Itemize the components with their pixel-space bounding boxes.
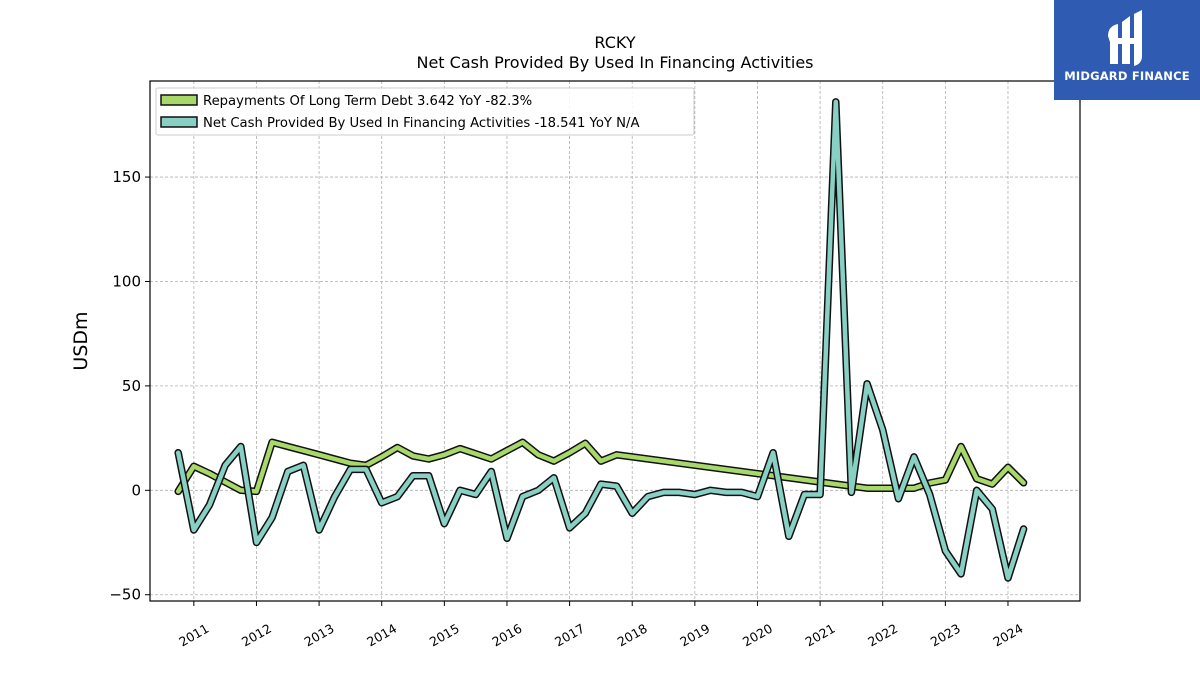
brand-logo: MIDGARD FINANCE [1054,0,1200,100]
brand-mark-icon [1108,10,1142,66]
x-tick-label: 2011 [176,621,211,650]
x-tick-label: 2019 [677,621,712,650]
x-tick-label: 2015 [427,621,462,650]
x-tick-label: 2021 [803,621,838,650]
x-axis: 2011 2012 2013 2014 2015 2016 2017 2018 2019 2020… [176,601,1026,650]
x-tick-label: 2013 [302,621,337,650]
y-tick-label: 100 [112,272,141,290]
axes-frame [149,80,1081,602]
y-tick-label: −50 [109,586,141,604]
x-tick-label: 2022 [865,621,900,650]
y-axis: −50 0 50 100 150 [109,168,150,604]
x-tick-label: 2024 [990,621,1025,650]
x-tick-label: 2018 [615,621,650,650]
y-axis-label: USDm [70,311,92,370]
x-tick-label: 2020 [740,621,775,650]
plot-area [174,98,1028,582]
legend-swatch-0 [160,94,198,106]
legend-label-0: Repayments Of Long Term Debt 3.642 YoY -… [203,94,532,109]
x-tick-label: 2012 [239,621,274,650]
legend: Repayments Of Long Term Debt 3.642 YoY -… [155,87,695,136]
legend-label-1: Net Cash Provided By Used In Financing A… [203,116,640,131]
chart-title: RCKY [594,33,635,52]
chart-subtitle: Net Cash Provided By Used In Financing A… [416,53,813,72]
y-tick-label: 0 [131,481,141,499]
series-outline-1 [174,98,1028,582]
x-tick-label: 2017 [552,621,587,650]
legend-swatch-1 [160,116,198,128]
x-tick-label: 2014 [364,621,399,650]
series-line-0 [175,440,1026,494]
grid [150,81,1080,601]
brand-name: MIDGARD FINANCE [1064,69,1190,83]
series-line-1 [175,99,1026,581]
y-tick-label: 150 [112,168,141,186]
legend-box [155,87,695,136]
y-tick-label: 50 [122,377,141,395]
x-tick-label: 2023 [928,621,963,650]
x-tick-label: 2016 [489,621,524,650]
